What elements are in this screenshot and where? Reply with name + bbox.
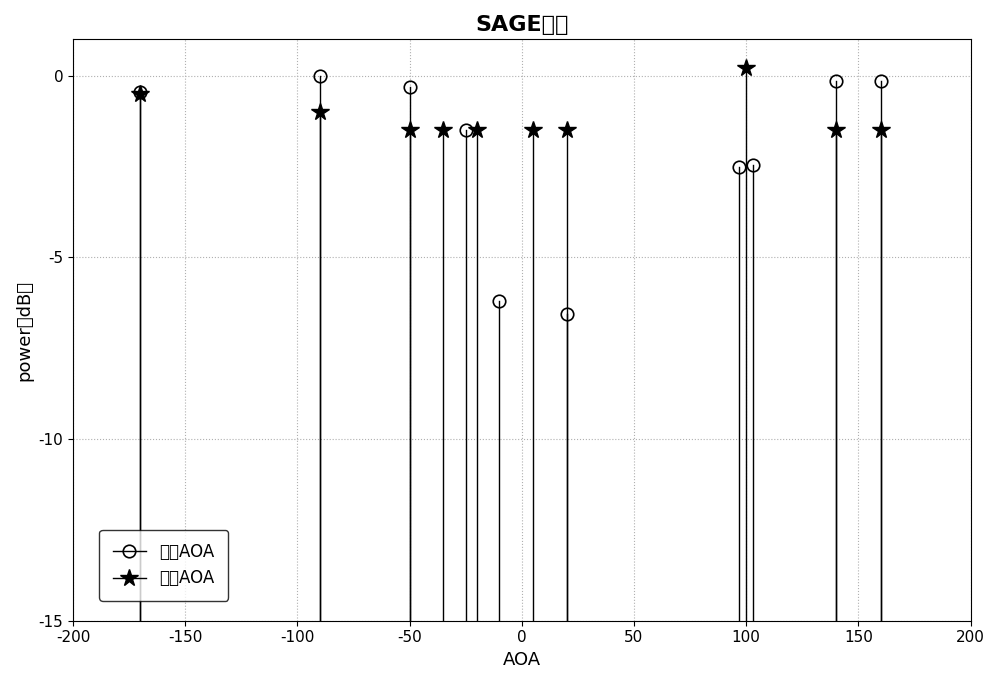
估计AOA [134, 90, 146, 98]
Legend: 实际AOA, 估计AOA: 实际AOA, 估计AOA [99, 530, 228, 601]
实际AOA [830, 77, 842, 86]
估计AOA [471, 126, 483, 134]
实际AOA [404, 83, 416, 91]
估计AOA [527, 126, 539, 134]
估计AOA [830, 126, 842, 134]
实际AOA [875, 77, 887, 86]
Line: 实际AOA: 实际AOA [134, 69, 887, 320]
X-axis label: AOA: AOA [503, 651, 541, 669]
估计AOA [437, 126, 449, 134]
实际AOA [314, 72, 326, 80]
估计AOA [561, 126, 573, 134]
实际AOA [561, 310, 573, 318]
实际AOA [733, 162, 745, 170]
估计AOA [314, 108, 326, 116]
估计AOA [740, 64, 752, 73]
估计AOA [404, 126, 416, 134]
实际AOA [493, 297, 505, 305]
Title: SAGE算法: SAGE算法 [475, 15, 568, 35]
实际AOA [460, 126, 472, 134]
估计AOA [875, 126, 887, 134]
Y-axis label: power（dB）: power（dB） [15, 280, 33, 380]
实际AOA [747, 161, 759, 169]
Line: 估计AOA: 估计AOA [131, 60, 890, 140]
实际AOA [134, 88, 146, 96]
